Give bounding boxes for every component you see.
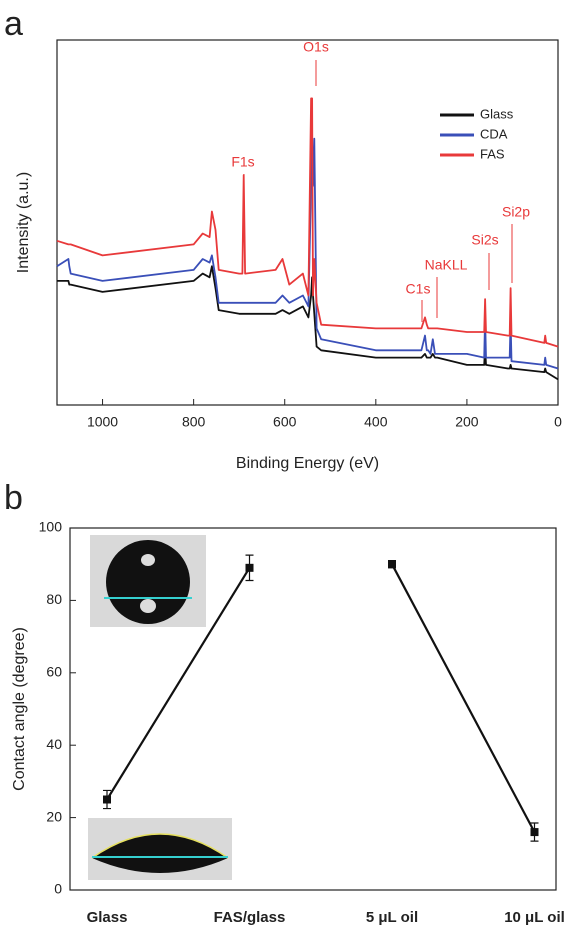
droplet-inset-bottom xyxy=(88,818,232,880)
data-point xyxy=(245,563,254,572)
y-tick-label: 80 xyxy=(46,591,62,607)
data-point xyxy=(530,828,539,837)
peak-annotation: F1s xyxy=(231,154,254,170)
peak-annotation: NaKLL xyxy=(425,257,468,273)
x-tick-label: 0 xyxy=(554,414,562,430)
x-tick-label: 800 xyxy=(182,414,206,430)
x-tick-label: 600 xyxy=(273,414,297,430)
data-point xyxy=(103,795,111,804)
y-axis-label: Contact angle (degree) xyxy=(11,627,28,791)
data-line xyxy=(391,563,536,833)
legend-label: CDA xyxy=(480,126,508,141)
x-tick-label: Glass xyxy=(87,909,128,926)
plot-frame xyxy=(56,39,559,406)
x-tick-label: 1000 xyxy=(87,414,118,430)
peak-annotation: O1s xyxy=(303,39,329,55)
x-tick-label: 5 μL oil xyxy=(366,909,418,926)
y-axis-label: Intensity (a.u.) xyxy=(15,172,32,273)
peak-annotation: Si2s xyxy=(471,232,498,248)
spectrum-line xyxy=(56,97,559,348)
droplet-inset-top xyxy=(90,535,206,627)
y-tick-label: 20 xyxy=(46,808,62,824)
panel-label: a xyxy=(4,5,23,43)
x-tick-label: 400 xyxy=(364,414,388,430)
spectrum-line xyxy=(56,137,559,370)
plot-frame xyxy=(69,527,557,891)
data-line xyxy=(106,567,251,801)
spectrum-line xyxy=(57,265,559,381)
data-point xyxy=(388,560,396,569)
panel-label: b xyxy=(4,479,23,517)
x-axis-label: Binding Energy (eV) xyxy=(236,455,379,472)
legend-label: FAS xyxy=(480,146,505,161)
peak-annotation: Si2p xyxy=(502,204,530,220)
x-tick-label: 200 xyxy=(455,414,479,430)
y-tick-label: 40 xyxy=(46,736,62,752)
peak-annotation: C1s xyxy=(406,281,431,297)
x-tick-label: 10 μL oil xyxy=(504,909,565,926)
y-tick-label: 0 xyxy=(54,881,62,897)
y-tick-label: 100 xyxy=(39,519,63,535)
legend-label: Glass xyxy=(480,106,514,121)
y-tick-label: 60 xyxy=(46,664,62,680)
x-tick-label: FAS/glass xyxy=(214,909,286,926)
